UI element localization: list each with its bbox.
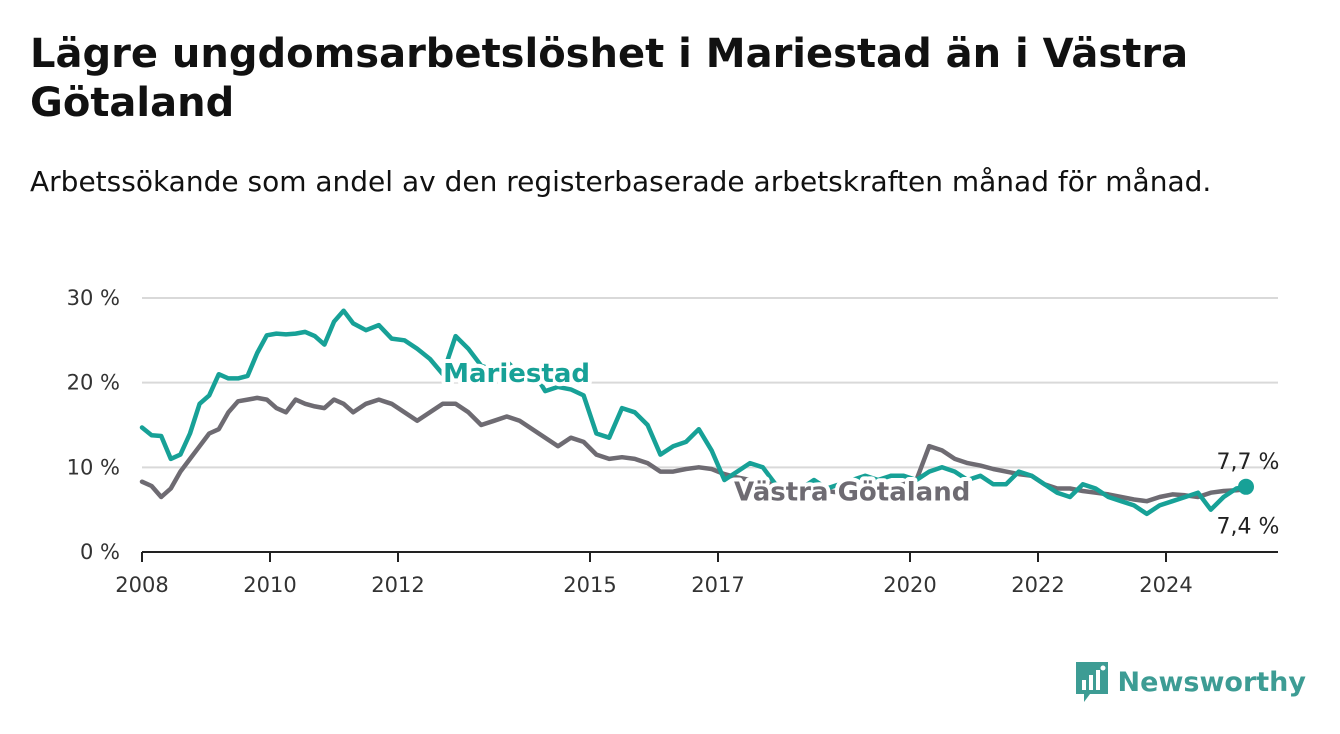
y-tick-label: 20 %: [67, 371, 120, 395]
y-tick-label: 0 %: [80, 540, 120, 564]
vastra-gotaland-end-label: 7,4 %: [1217, 514, 1280, 539]
grid-lines: [142, 297, 1278, 469]
x-tick-label: 2010: [243, 573, 296, 597]
x-tick-label: 2022: [1011, 573, 1064, 597]
mariestad-label: Mariestad: [443, 359, 590, 389]
vastra-gotaland-line: [139, 395, 1249, 504]
y-axis-ticks: 0 % 10 % 20 % 30 %: [67, 286, 120, 564]
x-tick-label: 2020: [883, 573, 936, 597]
x-tick-label: 2017: [691, 573, 744, 597]
vastra-gotaland-label: Västra Götaland: [734, 477, 970, 507]
x-tick-label: 2012: [371, 573, 424, 597]
newsworthy-brand[interactable]: Newsworthy: [1074, 660, 1306, 704]
x-tick-label: 2008: [115, 573, 168, 597]
end-markers: 7,7 % 7,4 %: [1217, 450, 1280, 540]
mariestad-line: [139, 308, 1249, 517]
x-tick-label: 2024: [1139, 573, 1192, 597]
y-tick-label: 10 %: [67, 455, 120, 479]
y-tick-label: 30 %: [67, 286, 120, 310]
brand-name: Newsworthy: [1117, 666, 1306, 698]
x-axis-ticks: 2008 2010 2012 2015 2017 2020 2022 2024: [115, 552, 1193, 597]
newsworthy-logo-icon: [1075, 662, 1108, 702]
mariestad-end-dot: [1238, 478, 1254, 495]
series-label-halo: Mariestad: [443, 359, 590, 389]
mariestad-end-label: 7,7 %: [1217, 450, 1280, 475]
x-tick-label: 2015: [563, 573, 616, 597]
series-lines: [139, 308, 1249, 517]
page-title: Lägre ungdomsarbetslöshet i Mariestad än…: [30, 31, 1189, 126]
series-label-halo: Västra Götaland: [734, 477, 970, 507]
page-subtitle: Arbetssökande som andel av den registerb…: [30, 165, 1212, 198]
